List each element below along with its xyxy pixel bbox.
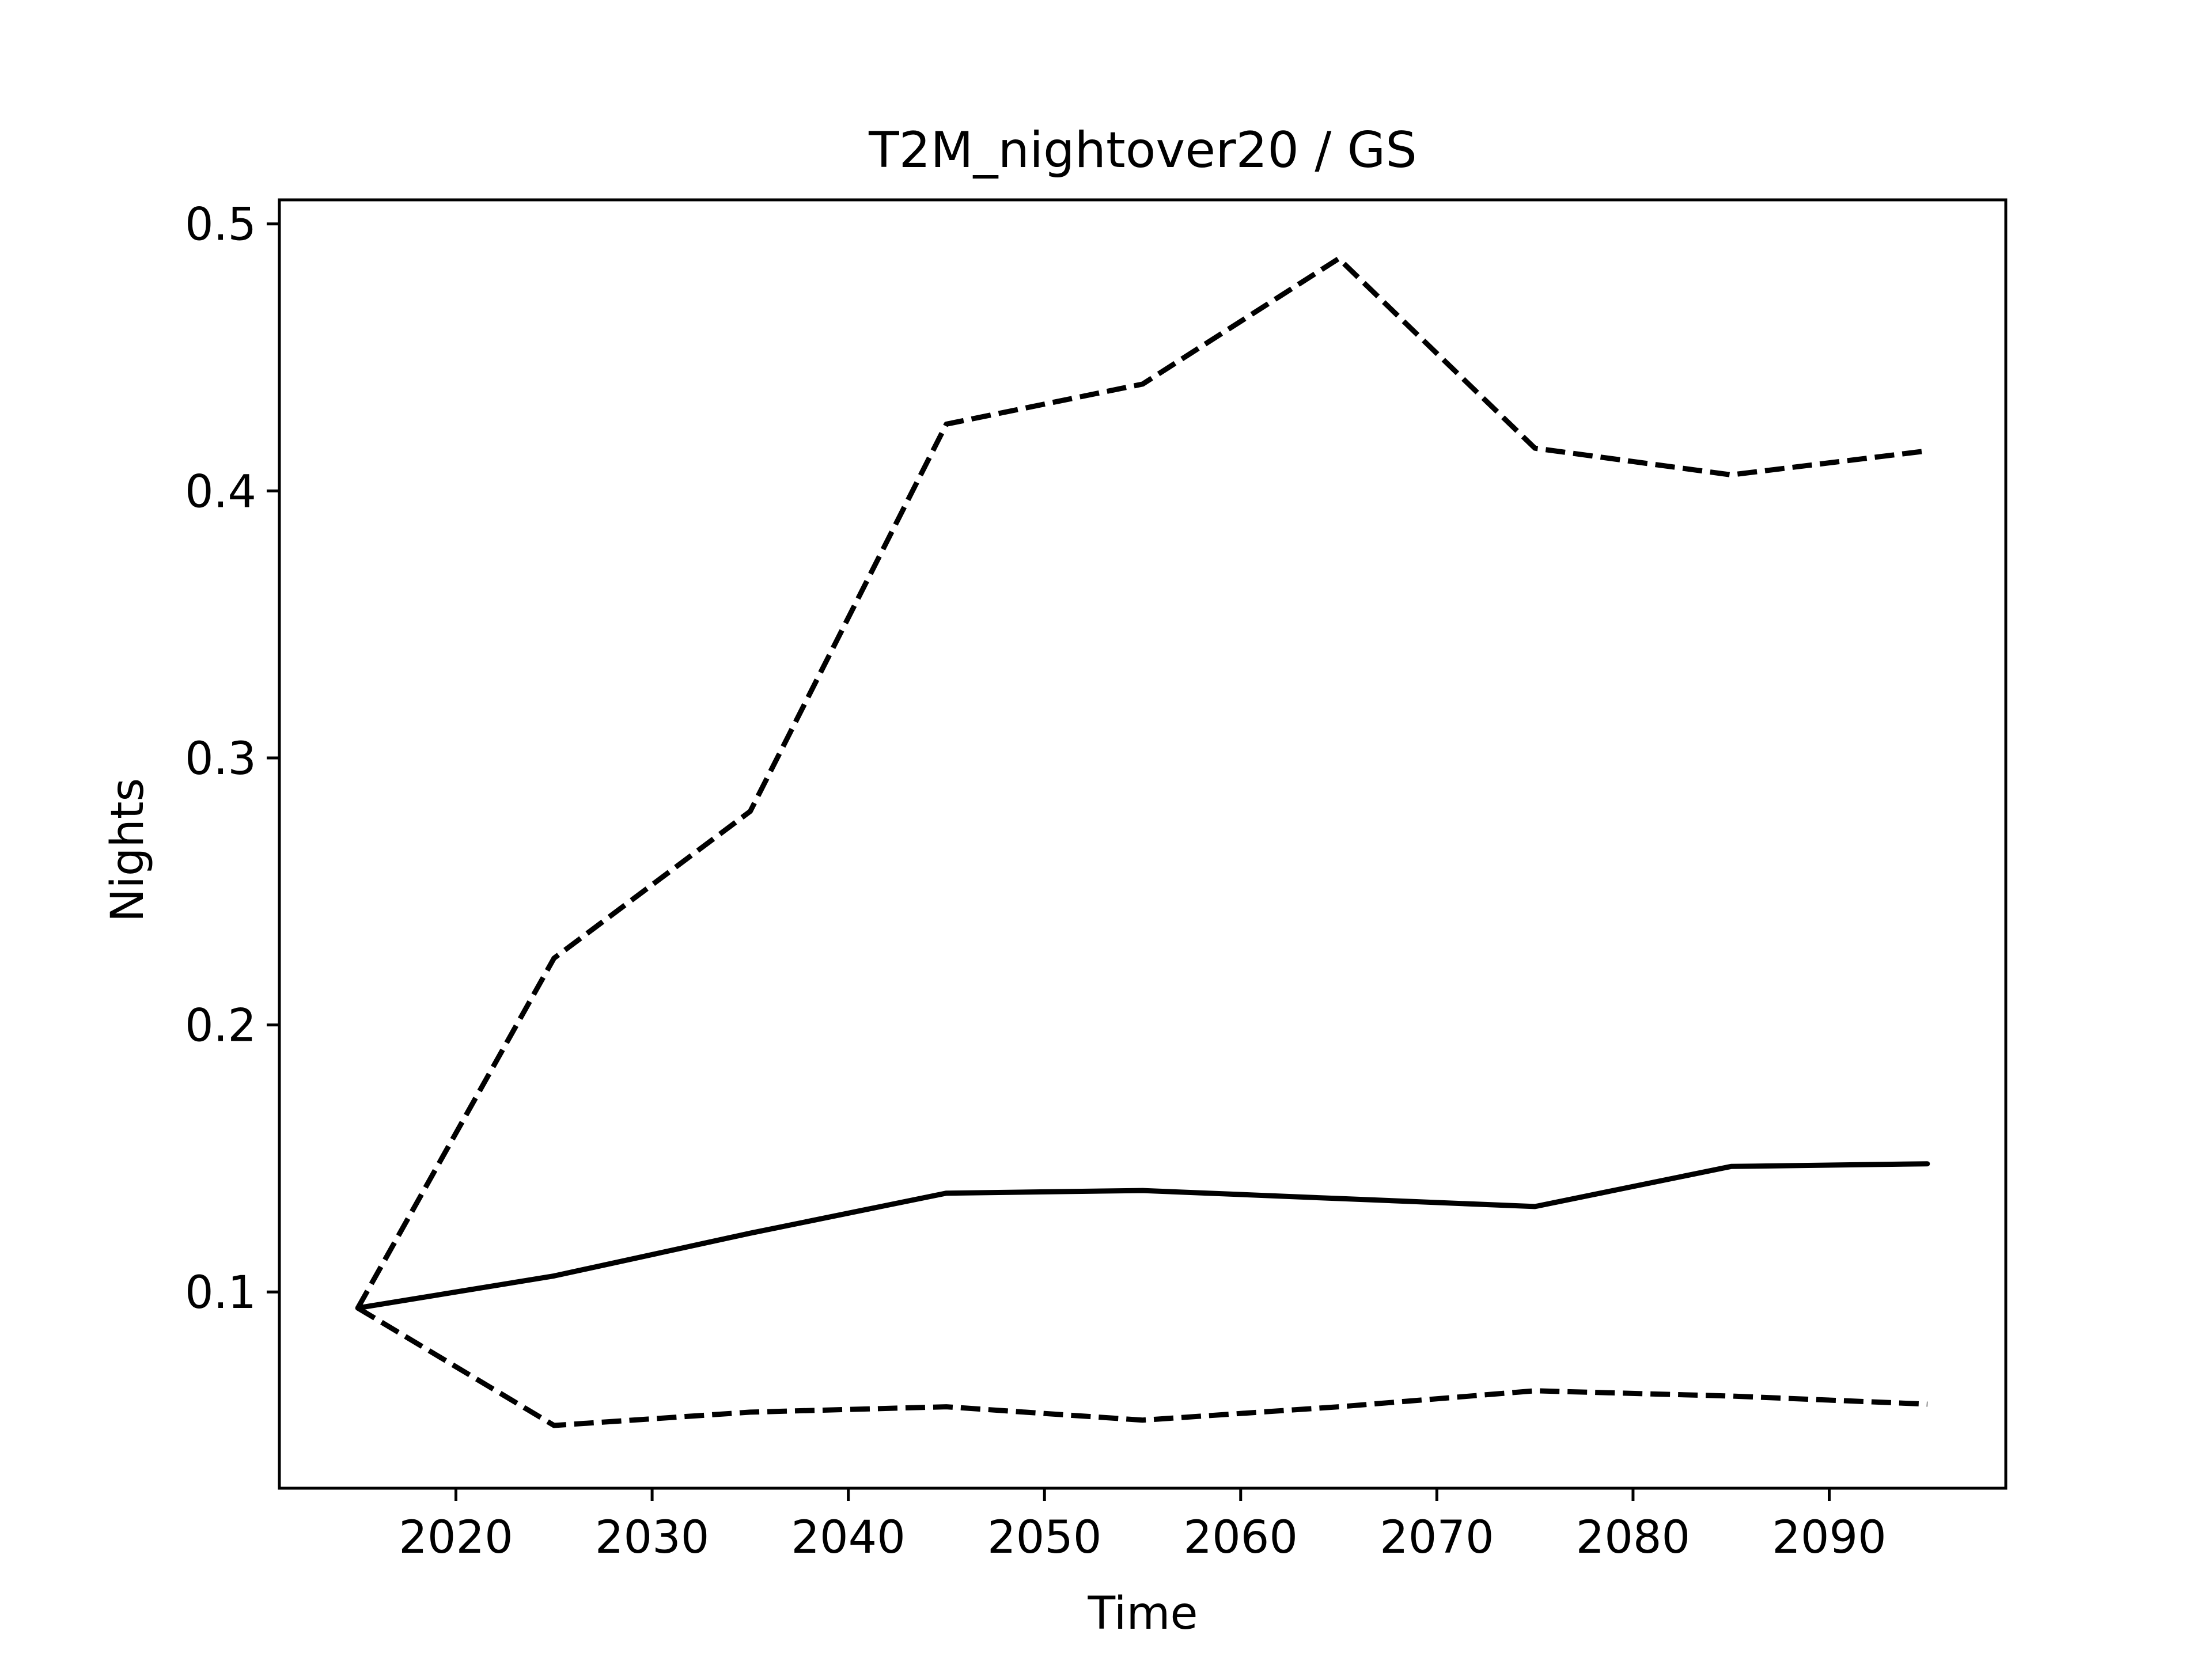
x-tick-label-2060: 2060	[1184, 1512, 1298, 1564]
y-tick-label-0.2: 0.2	[185, 1000, 256, 1052]
y-tick-label-0.3: 0.3	[185, 733, 256, 785]
y-tick-label-0.5: 0.5	[185, 199, 256, 251]
x-tick-label-2090: 2090	[1772, 1512, 1887, 1564]
x-tick-label-2040: 2040	[791, 1512, 906, 1564]
x-tick-label-2030: 2030	[595, 1512, 710, 1564]
y-tick-label-0.1: 0.1	[185, 1267, 256, 1319]
y-axis-label: Nights	[102, 778, 154, 922]
x-tick-label-2020: 2020	[399, 1512, 513, 1564]
x-tick-label-2070: 2070	[1380, 1512, 1494, 1564]
x-axis-label: Time	[1088, 1588, 1198, 1640]
x-tick-label-2050: 2050	[987, 1512, 1102, 1564]
x-tick-label-2080: 2080	[1576, 1512, 1691, 1564]
y-tick-label-0.4: 0.4	[185, 466, 256, 518]
chart-title: T2M_nightover20 / GS	[868, 122, 1417, 179]
